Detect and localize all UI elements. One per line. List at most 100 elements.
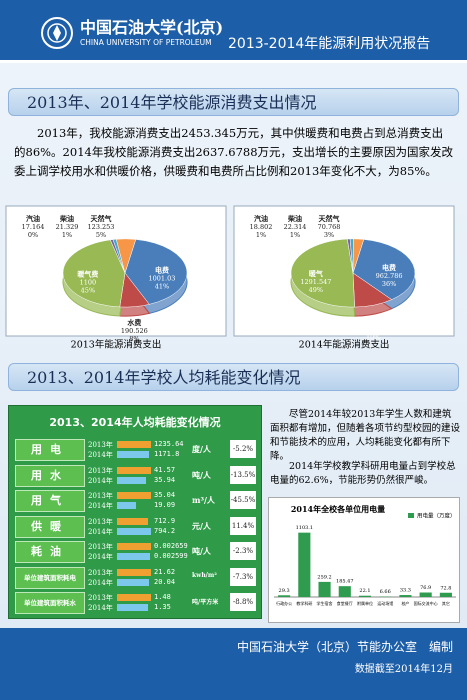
value-bar	[117, 578, 149, 586]
unit-label: 元/人	[192, 520, 211, 531]
chart-title: 2014年全校各单位用电量	[291, 504, 385, 514]
value-label: 1235.64	[154, 440, 184, 448]
slice-percent: 5%	[96, 231, 106, 239]
slice-label: 汽油	[254, 214, 268, 223]
change-label: -5.2%	[230, 440, 256, 458]
value-label: 0.002659	[154, 542, 188, 550]
value-label: 712.9	[154, 516, 176, 525]
value-label: 185.47	[336, 579, 354, 585]
slice-percent: 49%	[309, 286, 323, 294]
pie-slice	[352, 239, 416, 300]
divider	[0, 60, 467, 63]
slice-percent: 3%	[324, 231, 334, 239]
value-bar	[117, 492, 151, 499]
year-label: 2013年	[88, 517, 113, 526]
slice-percent: 8%	[129, 335, 139, 343]
year-label: 2014年	[88, 527, 113, 536]
slice-label: 电费	[155, 266, 169, 275]
slice-value: 1100	[80, 279, 97, 287]
slice-value: 18.802	[250, 223, 273, 231]
slice-label: 柴油	[287, 214, 302, 223]
x-tick-label: 教学科研	[296, 600, 312, 606]
value-bar	[117, 543, 151, 550]
change-label: -2.3%	[230, 542, 256, 560]
footer-band: 中国石油大学（北京）节能办公室 编制 数据截至2014年12月	[0, 628, 467, 700]
change-label: -45.5%	[230, 491, 256, 509]
value-label: 35.94	[154, 475, 176, 484]
slice-value: 1001.03	[149, 275, 176, 283]
pie-slice	[290, 238, 355, 308]
value-label: 19.09	[154, 501, 176, 509]
year-label: 2014年	[88, 604, 113, 612]
value-label: 41.57	[154, 465, 176, 474]
school-name-en: CHINA UNIVERSITY OF PETROLEUM	[80, 38, 212, 47]
value-label: 20.04	[154, 577, 176, 586]
x-tick-label: 校产	[401, 600, 409, 606]
row-label: 用水	[15, 464, 85, 487]
x-tick-label: 运动场馆	[377, 600, 393, 606]
year-label: 2013年	[88, 492, 113, 500]
slice-value: 1291.547	[300, 278, 331, 286]
value-label: 35.04	[154, 491, 176, 499]
year-label: 2014年	[88, 476, 113, 485]
change-label: -8.8%	[230, 593, 256, 611]
row-label: 用电	[15, 439, 85, 461]
value-label: 76.9	[420, 585, 431, 591]
value-bar	[117, 441, 151, 448]
row-label: 用气	[15, 490, 85, 512]
unit-label: 吨/平方米	[192, 599, 219, 606]
value-label: 1.35	[154, 603, 171, 611]
value-bar	[117, 502, 136, 509]
x-tick-label: 学生宿舍	[317, 600, 333, 606]
unit-label: kwh/m²	[192, 571, 217, 579]
year-label: 2014年	[88, 553, 113, 561]
x-tick-label: 国际交流中心	[414, 600, 438, 606]
value-bar	[117, 527, 151, 535]
value-label: 1.48	[154, 593, 171, 601]
slice-label: 水费	[127, 318, 141, 327]
slice-percent: 1%	[256, 231, 266, 239]
year-label: 2013年	[88, 568, 113, 577]
section-title: 2013、2014年学校人均耗能变化情况	[8, 363, 459, 391]
slice-label: 暖气	[309, 269, 323, 278]
x-tick-label: 附属单位	[357, 600, 373, 606]
change-label: -7.3%	[230, 567, 256, 586]
value-bar	[117, 604, 148, 611]
unit-label: 吨/人	[192, 546, 211, 556]
legend-label: 用电量（万度）	[417, 512, 456, 520]
slice-value: 123.253	[88, 223, 115, 231]
bar	[399, 595, 412, 597]
value-bar	[117, 594, 151, 601]
row-label: 单位建筑面积耗水	[15, 592, 85, 614]
change-label: 11.4%	[230, 516, 256, 535]
change-label: -13.5%	[230, 465, 256, 484]
slice-label: 天然气	[91, 214, 112, 223]
bar	[318, 581, 331, 597]
value-label: 0.002599	[154, 552, 188, 560]
year-label: 2014年	[88, 451, 113, 459]
slice-percent: 1%	[62, 231, 72, 239]
value-label: 259.2	[317, 574, 331, 580]
bar	[419, 592, 432, 597]
row-label: 单位建筑面积耗电	[15, 566, 85, 589]
slice-label: 水费	[366, 316, 380, 325]
value-bar	[117, 451, 150, 458]
slice-label: 柴油	[59, 214, 74, 223]
slice-value: 21.329	[56, 223, 79, 231]
row-label: 供暖	[15, 515, 85, 538]
header-band: 中国石油大学(北京) CHINA UNIVERSITY OF PETROLEUM…	[0, 0, 467, 60]
value-label: 21.62	[154, 567, 176, 576]
chart-title: 2013年能源消费支出	[71, 339, 162, 351]
logo	[41, 17, 73, 49]
year-label: 2013年	[88, 594, 113, 602]
value-label: 6.66	[380, 589, 391, 595]
value-label: 29.3	[279, 588, 290, 594]
slice-percent: 45%	[81, 287, 95, 295]
value-bar	[117, 466, 151, 474]
paragraph: 2013年，我校能源消费支出2453.345万元，其中供暖费和电费占到总消费支出…	[14, 126, 454, 178]
value-label: 1171.8	[154, 450, 180, 458]
slice-label: 暖气费	[77, 270, 98, 279]
paragraph: 尽管2014年较2013年学生人数和建筑面积都有增加，但随着各项节约型校园的建设…	[270, 409, 461, 462]
